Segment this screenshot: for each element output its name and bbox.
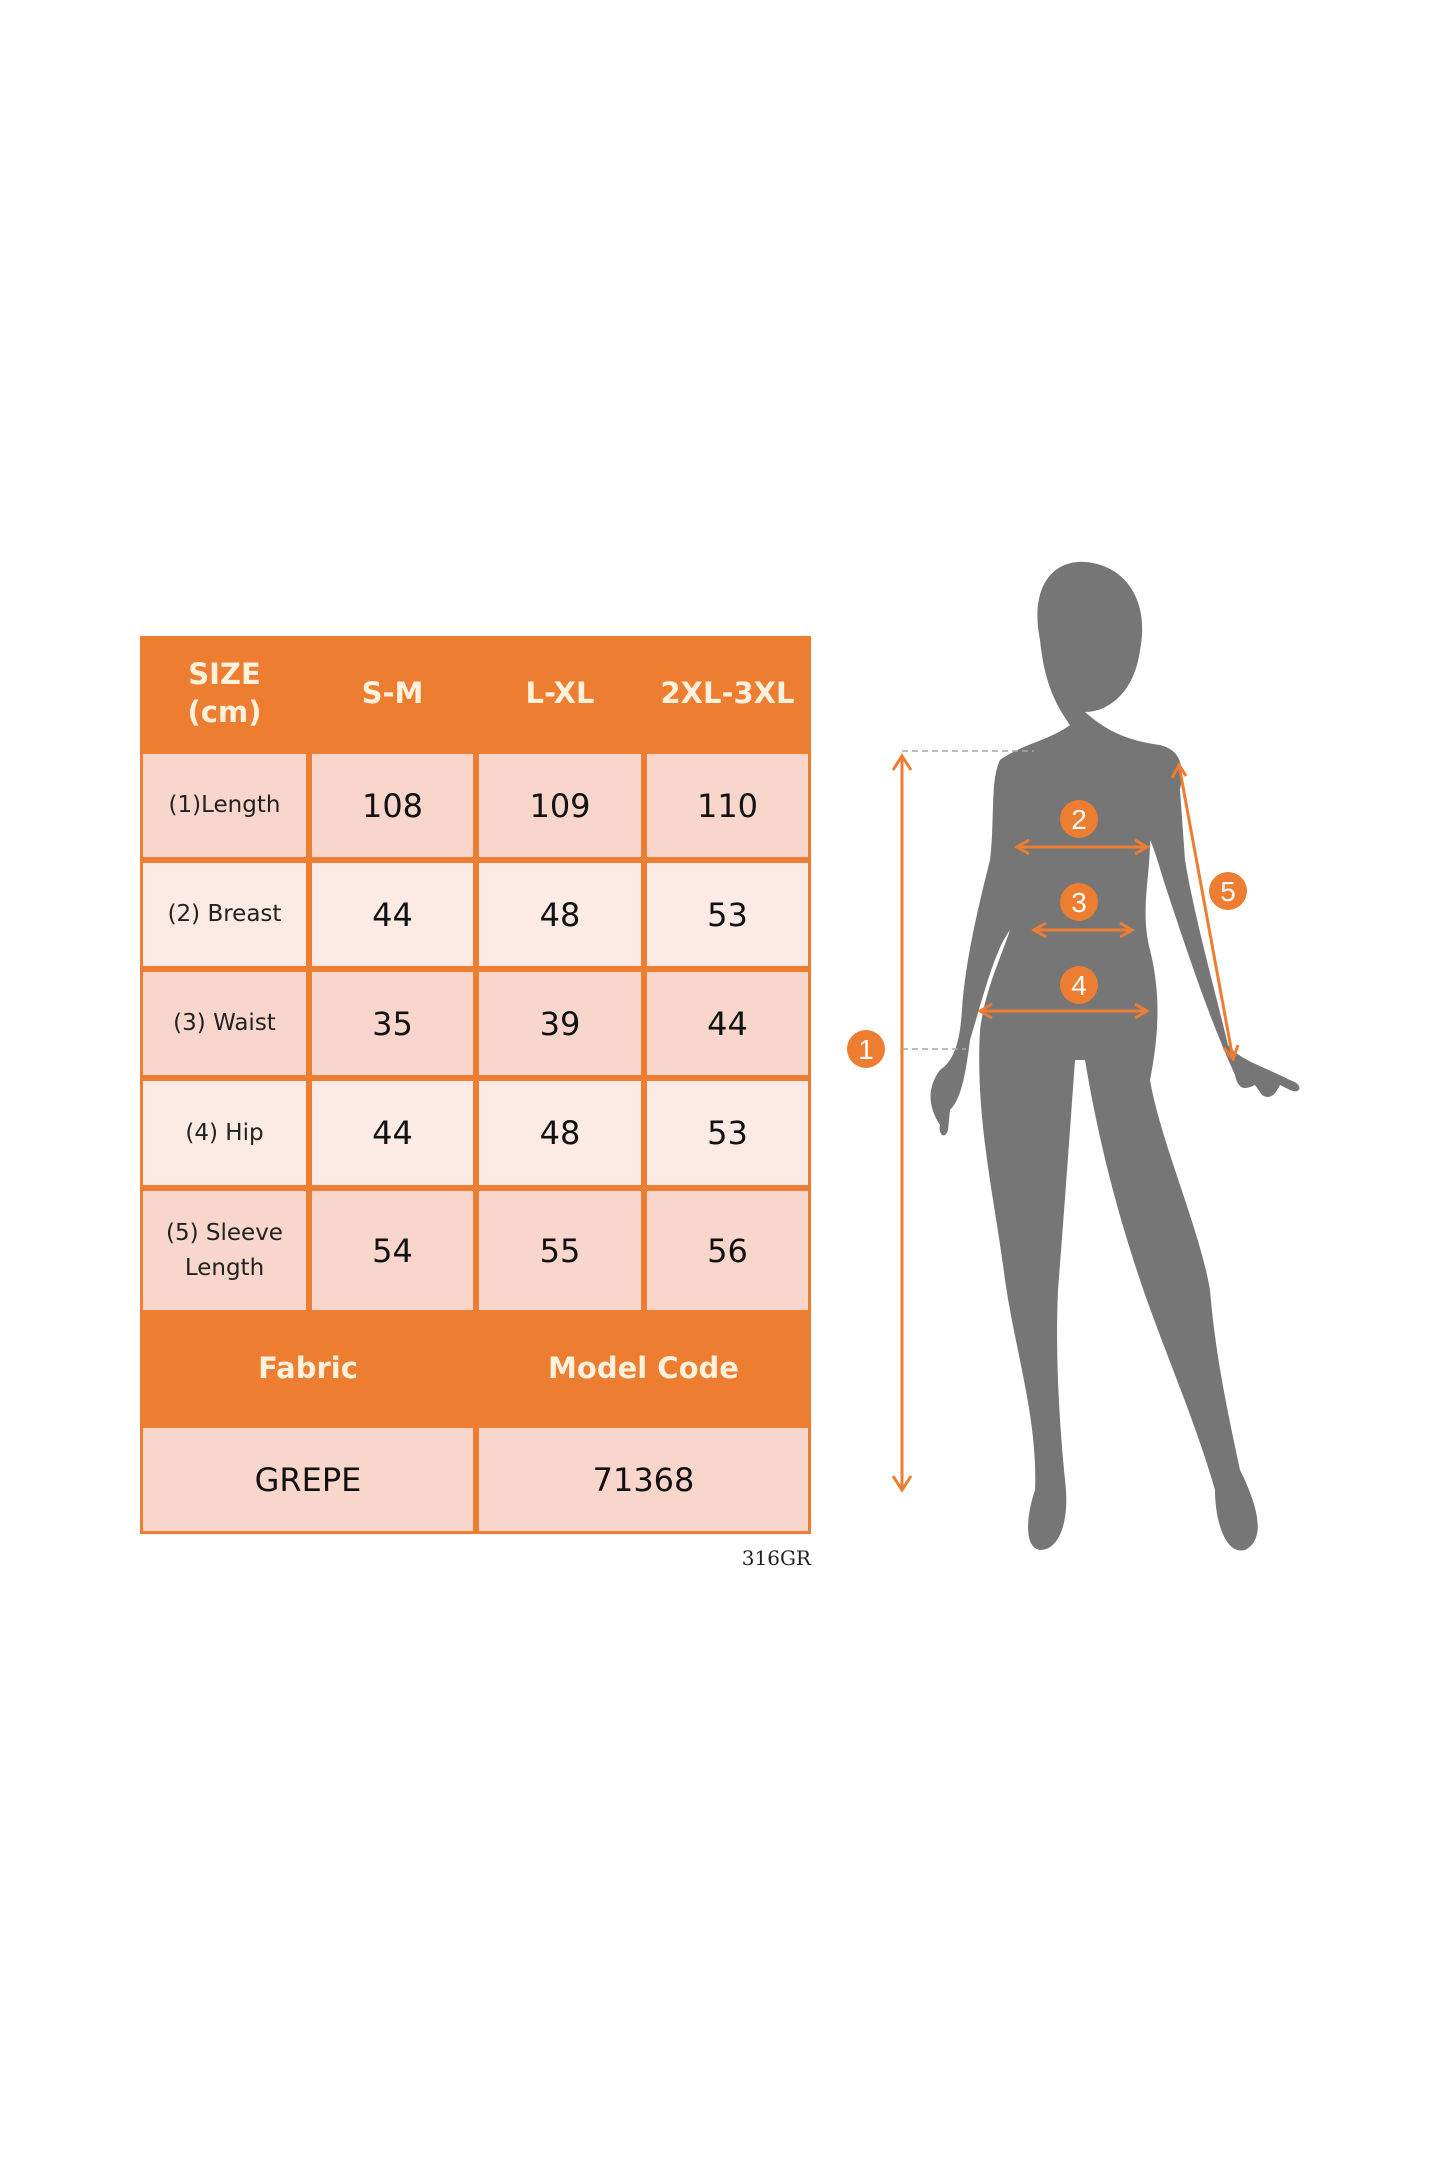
marker-label: 5 bbox=[1220, 876, 1236, 907]
marker-3: 3 bbox=[1060, 883, 1098, 921]
column-header-text: L-XL bbox=[525, 675, 595, 710]
table-cell-text: 55 bbox=[539, 1231, 581, 1270]
table-cell-text: 44 bbox=[707, 1004, 748, 1043]
table-cell-text: 109 bbox=[529, 786, 591, 825]
table-cell-text: 35 bbox=[372, 1004, 413, 1043]
product-code: 316GR bbox=[741, 1546, 811, 1570]
table-cell-text: 39 bbox=[539, 1004, 581, 1043]
row-label-text: (3) Waist bbox=[173, 1010, 276, 1037]
table-cell: 44 bbox=[312, 1081, 473, 1185]
marker-2: 2 bbox=[1060, 800, 1098, 838]
marker-label: 2 bbox=[1071, 804, 1087, 835]
sleeve-arrow bbox=[1177, 764, 1235, 1060]
marker-badges: 1 2 3 4 5 bbox=[847, 800, 1247, 1068]
marker-label: 4 bbox=[1071, 970, 1087, 1001]
column-header-text: S-M bbox=[361, 675, 424, 710]
table-cell: 55 bbox=[479, 1191, 641, 1310]
marker-label: 1 bbox=[858, 1034, 874, 1065]
model-code-value-text: 71368 bbox=[592, 1460, 695, 1499]
table-cell-text: 54 bbox=[372, 1231, 413, 1270]
row-label-text: (4) Hip bbox=[185, 1119, 264, 1146]
table-cell-text: 48 bbox=[539, 895, 581, 934]
table-cell-text: 108 bbox=[361, 786, 424, 825]
table-cell: 110 bbox=[647, 754, 808, 857]
table-cell: 39 bbox=[479, 972, 641, 1075]
column-header-text: 2XL-3XL bbox=[660, 675, 795, 710]
table-cell: 44 bbox=[647, 972, 808, 1075]
table-cell-text: 53 bbox=[707, 895, 748, 934]
marker-4: 4 bbox=[1060, 966, 1098, 1004]
row-label: (2) Breast bbox=[143, 863, 306, 966]
table-cell: 48 bbox=[479, 1081, 641, 1185]
table-cell-text: 110 bbox=[696, 786, 759, 825]
table-cell: 109 bbox=[479, 754, 641, 857]
table-cell: 56 bbox=[647, 1191, 808, 1310]
size-chart-table: SIZE (cm) S-M L-XL 2XL-3XL (1)Length 108 109 11… bbox=[140, 636, 811, 1534]
model-code-header-text: Model Code bbox=[548, 1351, 739, 1386]
table-cell: 54 bbox=[312, 1191, 473, 1310]
table-cell: 53 bbox=[647, 863, 808, 966]
marker-1: 1 bbox=[847, 1030, 885, 1068]
table-cell-text: 44 bbox=[372, 1114, 413, 1152]
column-header-text: SIZE (cm) bbox=[187, 656, 262, 729]
marker-5: 5 bbox=[1209, 872, 1247, 910]
row-label-text: (5) Sleeve Length bbox=[166, 1220, 283, 1281]
marker-label: 3 bbox=[1071, 887, 1087, 918]
model-code-value: 71368 bbox=[479, 1428, 808, 1531]
column-header: S-M bbox=[312, 639, 473, 748]
fabric-header-text: Fabric bbox=[258, 1351, 358, 1386]
column-header: SIZE (cm) bbox=[143, 639, 306, 748]
model-code-header: Model Code bbox=[479, 1316, 808, 1422]
measurement-guides bbox=[891, 750, 1240, 1493]
table-cell: 35 bbox=[312, 972, 473, 1075]
table-cell-text: 53 bbox=[707, 1114, 748, 1152]
row-label: (4) Hip bbox=[143, 1081, 306, 1185]
table-cell-text: 44 bbox=[372, 895, 413, 934]
row-label: (1)Length bbox=[143, 754, 306, 857]
table-cell: 108 bbox=[312, 754, 473, 857]
row-label-text: (2) Breast bbox=[167, 901, 282, 928]
fabric-header: Fabric bbox=[143, 1316, 473, 1422]
table-cell-text: 48 bbox=[539, 1114, 581, 1152]
row-label-text: (1)Length bbox=[168, 792, 281, 819]
fabric-value: GREPE bbox=[143, 1428, 473, 1531]
table-cell: 53 bbox=[647, 1081, 808, 1185]
row-label: (5) Sleeve Length bbox=[143, 1191, 306, 1310]
row-label: (3) Waist bbox=[143, 972, 306, 1075]
table-cell: 44 bbox=[312, 863, 473, 966]
silhouette bbox=[930, 561, 1300, 1551]
table-cell-text: 56 bbox=[707, 1231, 748, 1270]
column-header: 2XL-3XL bbox=[647, 639, 808, 748]
column-header: L-XL bbox=[479, 639, 641, 748]
fabric-value-text: GREPE bbox=[254, 1460, 362, 1499]
table-cell: 48 bbox=[479, 863, 641, 966]
